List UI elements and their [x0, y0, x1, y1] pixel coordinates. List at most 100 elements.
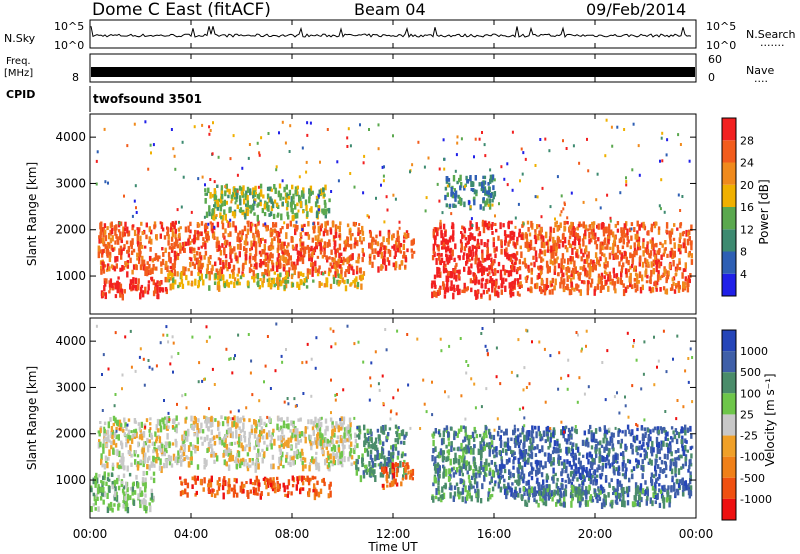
heatmap-cell-region-6 — [518, 441, 521, 446]
heatmap-scatter-cell — [511, 188, 514, 192]
heatmap-cell-region-5 — [440, 438, 444, 446]
heatmap-cell-region-0 — [231, 454, 235, 462]
heatmap-cell-region-0 — [277, 466, 280, 470]
heatmap-cell-region-1 — [144, 485, 147, 493]
heatmap-cell-region-5 — [488, 467, 492, 473]
heatmap-scatter-cell — [182, 175, 185, 179]
heatmap-cell-region-0 — [335, 421, 338, 429]
heatmap-cell-region-5 — [464, 485, 467, 493]
heatmap-cell-region-1 — [108, 486, 111, 493]
heatmap-cell-region-0 — [150, 238, 153, 245]
heatmap-cell-region-6 — [622, 289, 626, 297]
heatmap-cell-region-3 — [280, 213, 283, 221]
heatmap-cell-region-5 — [437, 267, 440, 274]
heatmap-scatter-cell — [377, 123, 380, 127]
heatmap-cell-region-6 — [689, 273, 692, 278]
heatmap-cell-region-5 — [468, 236, 472, 241]
heatmap-cell-region-0 — [107, 434, 110, 441]
heatmap-cell-region-5 — [450, 441, 453, 448]
heatmap-cell-region-0 — [252, 270, 255, 277]
heatmap-cell-region-5 — [491, 469, 495, 477]
heatmap-cell-region-3 — [296, 185, 299, 190]
heatmap-cell-region-0 — [159, 233, 162, 239]
heatmap-cell-region-5 — [463, 282, 466, 289]
heatmap-cell-region-0 — [271, 259, 274, 265]
heatmap-cell-region-5 — [458, 269, 461, 275]
heatmap-cell-region-0 — [116, 419, 119, 427]
heatmap-cell-region-2 — [267, 492, 270, 496]
heatmap-scatter-cell — [258, 153, 261, 157]
heatmap-cell-region-2 — [217, 485, 221, 491]
heatmap-cell-region-6 — [622, 227, 626, 235]
heatmap-cell-region-3 — [209, 192, 212, 199]
heatmap-scatter-cell — [172, 147, 175, 151]
heatmap-cell-region-6 — [629, 281, 632, 288]
heatmap-cell-region-5 — [501, 279, 504, 285]
heatmap-cell-region-6 — [569, 255, 572, 262]
heatmap-cell-region-2 — [322, 477, 325, 483]
heatmap-cell-region-6 — [649, 250, 653, 256]
heatmap-cell-region-6 — [613, 273, 616, 279]
heatmap-scatter-cell — [150, 151, 152, 155]
heatmap-cell-region-0 — [239, 243, 242, 251]
heatmap-cell-region-6 — [577, 224, 581, 228]
heatmap-cell-region-6 — [676, 492, 680, 496]
heatmap-cell-region-3 — [323, 199, 327, 205]
heatmap-cell-region-6 — [610, 229, 613, 236]
heatmap-cell-region-0 — [291, 264, 294, 271]
heatmap-cell-region-0 — [220, 269, 224, 275]
heatmap-cell-region-1 — [96, 477, 99, 484]
heatmap-cell-region-0 — [187, 445, 191, 452]
heatmap-cell-region-6 — [637, 280, 640, 284]
heatmap-cell-region-0 — [310, 445, 313, 451]
heatmap-scatter-cell — [232, 134, 235, 138]
heatmap-cell-region-0 — [217, 420, 220, 427]
heatmap-cell-region-6 — [521, 224, 524, 228]
heatmap-cell-region-5 — [449, 271, 452, 278]
heatmap-cell-region-2 — [169, 277, 172, 281]
heatmap-cell-region-3 — [383, 462, 386, 469]
heatmap-cell-region-7 — [488, 203, 492, 210]
heatmap-cell-region-0 — [233, 246, 236, 252]
heatmap-cell-region-6 — [679, 232, 682, 240]
heatmap-cell-region-6 — [670, 228, 674, 232]
heatmap-cell-region-0 — [130, 244, 133, 250]
heatmap-cell-region-5 — [476, 243, 479, 249]
heatmap-cell-region-3 — [368, 467, 372, 472]
heatmap-cell-region-0 — [130, 438, 134, 444]
heatmap-cell-region-4 — [406, 462, 409, 468]
heatmap-cell-region-0 — [171, 227, 174, 232]
heatmap-cell-region-0 — [317, 418, 320, 426]
heatmap-cell-region-0 — [292, 455, 295, 462]
heatmap-cell-region-3 — [364, 439, 367, 446]
heatmap-cell-region-2 — [198, 276, 202, 282]
heatmap-cell-region-0 — [120, 462, 123, 466]
heatmap-cell-region-0 — [318, 425, 322, 432]
heatmap-cell-region-0 — [119, 221, 123, 226]
heatmap-cell-region-4 — [396, 463, 399, 467]
heatmap-cell-region-4 — [402, 254, 405, 259]
heatmap-cell-region-6 — [650, 223, 654, 231]
heatmap-cell-region-2 — [266, 278, 269, 283]
heatmap-cell-region-3 — [259, 183, 263, 189]
heatmap-scatter-cell — [211, 152, 214, 156]
heatmap-scatter-cell — [606, 193, 609, 197]
heatmap-cell-region-0 — [227, 464, 231, 471]
heatmap-cell-region-0 — [245, 247, 248, 254]
heatmap-cell-region-1 — [125, 503, 129, 507]
heatmap-cell-region-4 — [386, 480, 389, 484]
heatmap-cell-region-0 — [242, 415, 245, 420]
heatmap-cell-region-0 — [97, 245, 100, 252]
heatmap-cell-region-0 — [200, 245, 203, 249]
heatmap-cell-region-5 — [465, 494, 469, 501]
heatmap-cell-region-5 — [437, 470, 440, 477]
heatmap-cell-region-0 — [275, 261, 278, 268]
heatmap-cell-region-0 — [354, 240, 357, 245]
heatmap-cell-region-0 — [289, 461, 292, 468]
heatmap-cell-region-2 — [284, 279, 287, 284]
heatmap-cell-region-2 — [218, 477, 221, 482]
heatmap-cell-region-0 — [336, 270, 339, 277]
heatmap-cell-region-6 — [684, 276, 687, 282]
heatmap-cell-region-6 — [566, 221, 569, 225]
heatmap-cell-region-0 — [223, 459, 226, 466]
